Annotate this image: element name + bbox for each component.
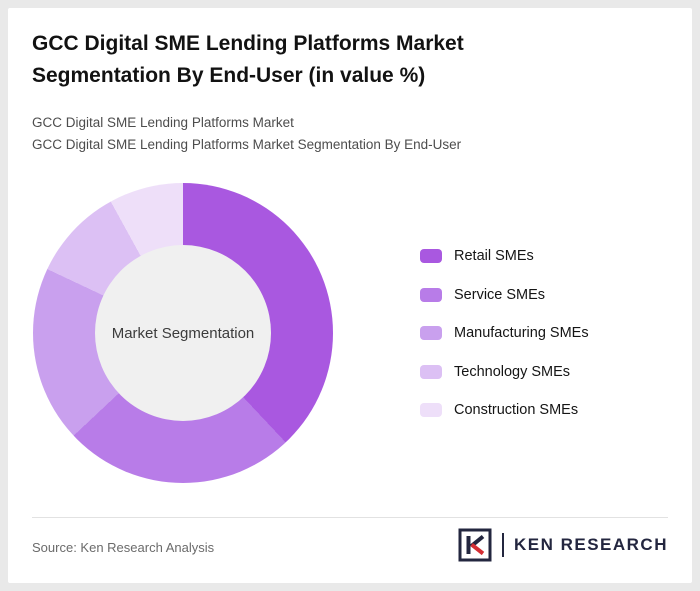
ken-research-logo: KEN RESEARCH bbox=[458, 528, 668, 562]
chart-subtitle-block: GCC Digital SME Lending Platforms Market… bbox=[32, 112, 461, 157]
legend-swatch-service bbox=[420, 287, 442, 302]
chart-title: GCC Digital SME Lending Platforms Market… bbox=[32, 32, 464, 87]
legend-swatch-manufacturing bbox=[420, 326, 442, 341]
ken-research-logo-text: KEN RESEARCH bbox=[513, 535, 668, 554]
donut-center-label: Market Segmentation bbox=[111, 324, 255, 342]
legend-item: Retail SMEs bbox=[420, 237, 589, 276]
legend-label-service: Service SMEs bbox=[454, 286, 546, 303]
legend-item: Construction SMEs bbox=[420, 391, 589, 430]
donut-center: Market Segmentation bbox=[95, 245, 271, 421]
legend-item: Manufacturing SMEs bbox=[420, 314, 589, 353]
footer-divider bbox=[32, 517, 668, 518]
chart-subtitle-1: GCC Digital SME Lending Platforms Market bbox=[32, 115, 294, 130]
source-note: Source: Ken Research Analysis bbox=[32, 540, 215, 555]
ken-research-k-icon bbox=[458, 528, 492, 562]
chart-legend: Retail SMEs Service SMEs Manufacturing S… bbox=[420, 237, 589, 430]
chart-subtitle-2: GCC Digital SME Lending Platforms Market… bbox=[32, 137, 462, 153]
legend-swatch-retail bbox=[420, 249, 442, 264]
legend-swatch-technology bbox=[420, 364, 442, 379]
legend-label-construction: Construction SMEs bbox=[454, 402, 579, 419]
legend-label-technology: Technology SMEs bbox=[454, 363, 571, 380]
donut-chart-area: Market Segmentation bbox=[33, 183, 333, 483]
legend-item: Technology SMEs bbox=[420, 353, 589, 392]
legend-swatch-construction bbox=[420, 403, 442, 418]
legend-label-retail: Retail SMEs bbox=[454, 248, 534, 265]
legend-label-manufacturing: Manufacturing SMEs bbox=[454, 325, 589, 342]
legend-item: Service SMEs bbox=[420, 276, 589, 315]
chart-card: GCC Digital SME Lending Platforms Market… bbox=[8, 8, 692, 583]
logo-separator bbox=[501, 533, 504, 557]
